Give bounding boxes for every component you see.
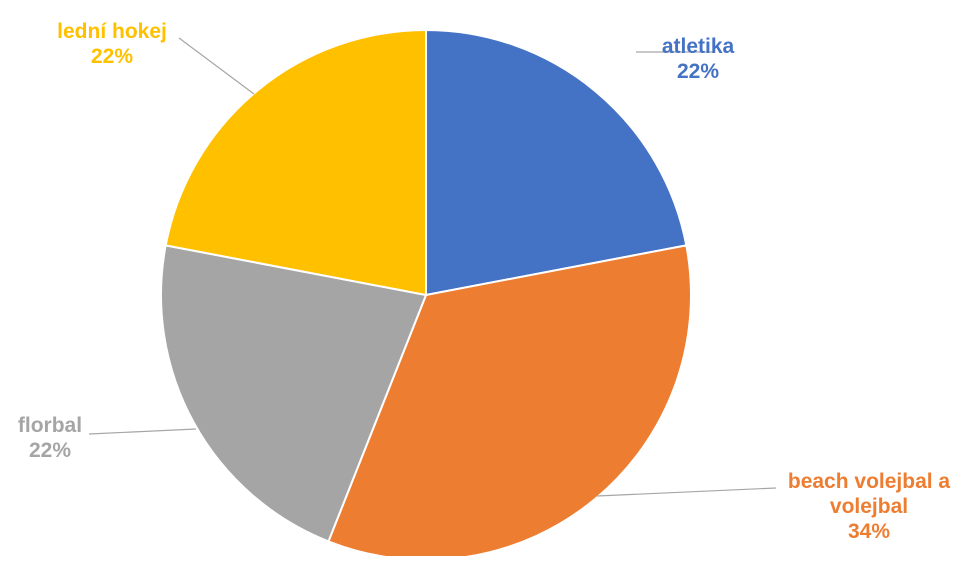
category-label: florbal <box>18 414 82 437</box>
leader-line-beach-volejbal-a-volejbal <box>597 488 776 496</box>
category-label: atletika <box>662 35 735 58</box>
leader-line-ledni-hokej <box>179 38 254 94</box>
leader-line-florbal <box>89 429 196 434</box>
value-label: 22% <box>677 60 719 83</box>
value-label: 22% <box>29 439 71 462</box>
pie-slices <box>161 30 691 556</box>
category-label: volejbal <box>830 495 908 518</box>
category-label: beach volejbal a <box>788 470 951 493</box>
value-label: 34% <box>848 520 890 543</box>
value-label: 22% <box>91 45 133 68</box>
category-label: lední hokej <box>57 20 167 43</box>
